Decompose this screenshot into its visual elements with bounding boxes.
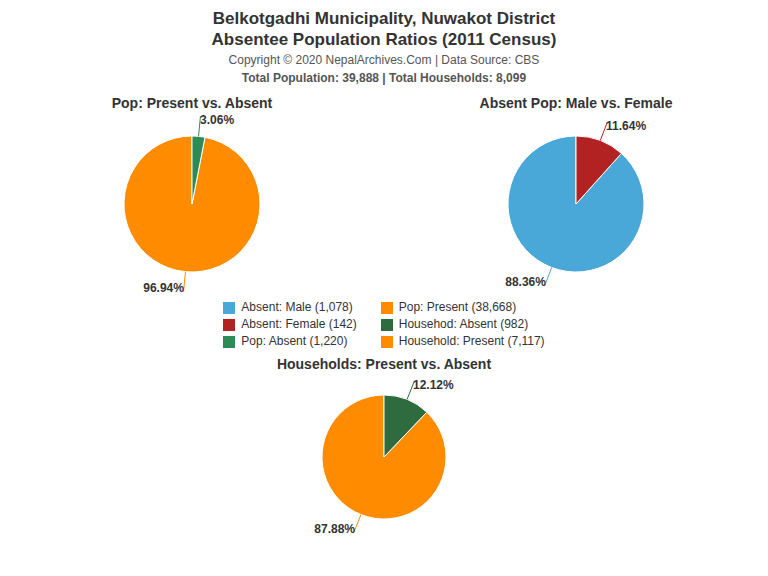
html-text:Pop: Present vs. Absent: Pop: Present vs. Absent bbox=[111, 95, 273, 111]
svg-text:88.36%: 88.36% bbox=[505, 275, 546, 289]
svg-text:12.12%: 12.12% bbox=[413, 378, 454, 392]
html-text:Household: Present (7,117): Household: Present (7,117) bbox=[398, 334, 545, 348]
html-text:Households: Present vs. Absent: Households: Present vs. Absent bbox=[276, 356, 492, 372]
html-text:Belkotgadhi Municipality, Nuwa: Belkotgadhi Municipality, Nuwakot Distri… bbox=[212, 9, 556, 28]
html-text:Househod: Absent (982): Househod: Absent (982) bbox=[398, 317, 529, 331]
html-text:Total Population: 39,888 | Tot: Total Population: 39,888 | Total Househo… bbox=[241, 71, 527, 85]
html-text:Absent: Female (142): Absent: Female (142) bbox=[241, 317, 357, 331]
html-text:Absentee Population Ratios (20: Absentee Population Ratios (2011 Census) bbox=[211, 30, 557, 49]
svg-text:87.88%: 87.88% bbox=[314, 522, 355, 536]
svg-text:3.06%: 3.06% bbox=[200, 113, 234, 127]
html-text:Copyright © 2020 NepalArchives: Copyright © 2020 NepalArchives.Com | Dat… bbox=[228, 53, 540, 67]
html-text:Absent: Male (1,078): Absent: Male (1,078) bbox=[241, 300, 353, 314]
svg-text:96.94%: 96.94% bbox=[143, 281, 184, 295]
html-text:Pop: Present (38,668): Pop: Present (38,668) bbox=[398, 300, 517, 314]
html-text:Pop: Absent (1,220): Pop: Absent (1,220) bbox=[241, 334, 348, 348]
svg-text:11.64%: 11.64% bbox=[606, 119, 646, 133]
html-text:Absent Pop: Male vs. Female: Absent Pop: Male vs. Female bbox=[479, 95, 673, 111]
